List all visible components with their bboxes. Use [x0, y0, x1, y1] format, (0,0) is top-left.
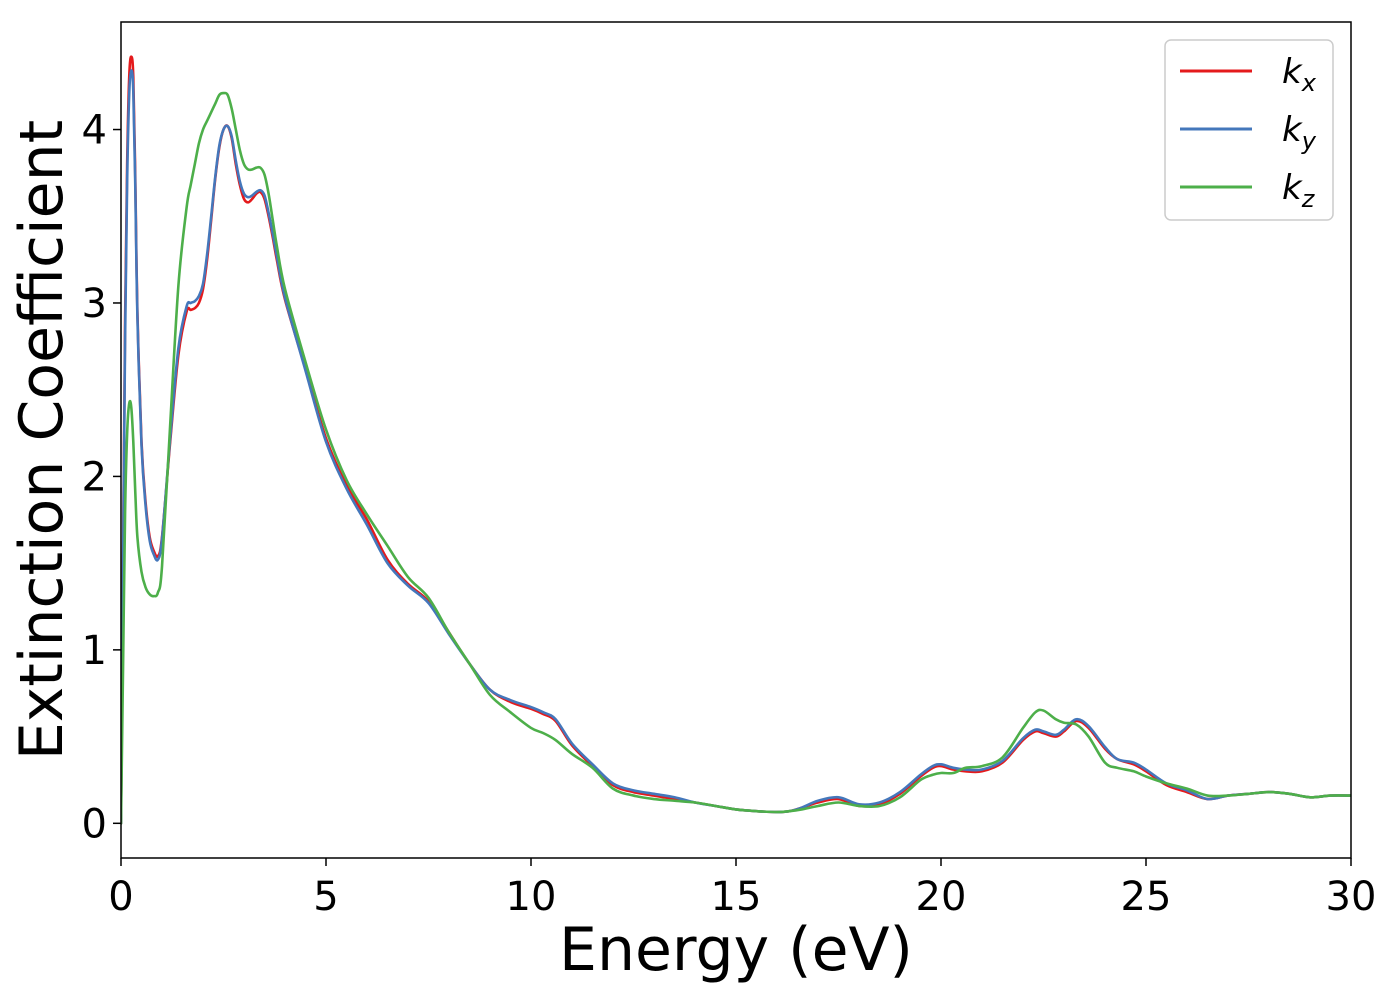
x-tick-label: 0 — [108, 874, 133, 920]
y-axis-ticks: 0 1 2 3 4 — [82, 108, 121, 847]
x-tick-label: 5 — [313, 874, 338, 920]
y-axis-label: Extinction Coefficient — [7, 120, 77, 760]
y-tick-label: 0 — [82, 801, 107, 847]
x-tick-label: 25 — [1121, 874, 1172, 920]
legend: kx ky kz — [1164, 39, 1334, 221]
legend-label-kz: kz — [1282, 168, 1316, 213]
x-tick-label: 30 — [1326, 874, 1377, 920]
y-tick-label: 4 — [82, 108, 107, 154]
x-tick-label: 10 — [506, 874, 557, 920]
legend-label-ky: ky — [1282, 110, 1317, 155]
series-layer — [121, 55, 1351, 825]
y-tick-label: 1 — [82, 628, 107, 674]
legend-entries: kx ky kz — [1180, 52, 1317, 213]
y-tick-label: 2 — [82, 454, 107, 500]
series-line-kz — [121, 91, 1351, 825]
x-tick-label: 15 — [711, 874, 762, 920]
x-axis-ticks: 0 5 10 15 20 25 30 — [108, 858, 1376, 920]
y-tick-label: 3 — [82, 281, 107, 327]
legend-label-kx: kx — [1282, 52, 1317, 97]
x-axis-label: Energy (eV) — [559, 915, 913, 985]
x-tick-label: 20 — [916, 874, 967, 920]
